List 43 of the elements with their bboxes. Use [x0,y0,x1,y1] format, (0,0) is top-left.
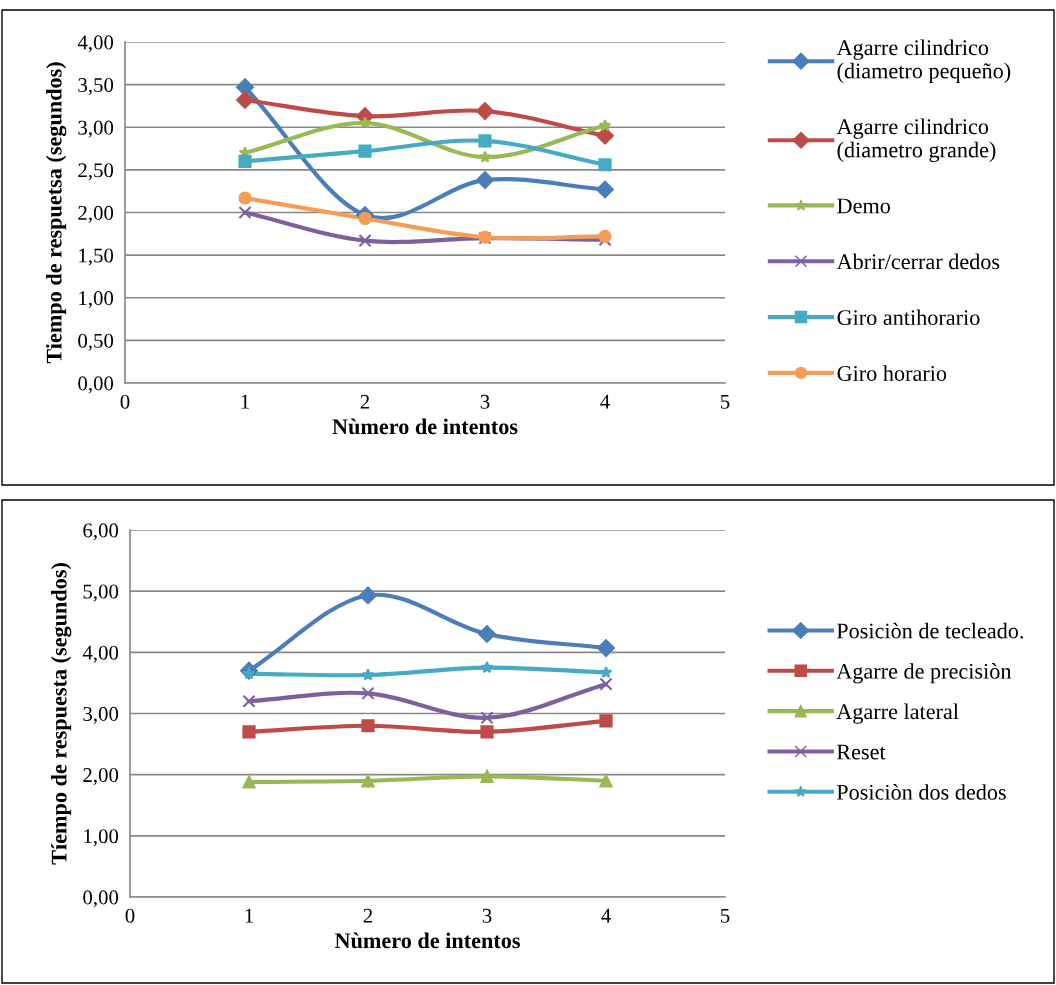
y-tick-label: 0,00 [83,890,119,908]
x-tick-label: 1 [245,908,253,923]
y-tick-label: 2,00 [78,205,114,223]
x-tick-label: 5 [721,394,730,409]
x-tick-label: 0 [125,908,135,923]
y-tick-label: 0,00 [78,376,114,394]
legend-label: Agarre cilindrico (diametro grande) [836,118,996,163]
legend-label: Agarre lateral [836,703,959,724]
y-tick-label: 1,00 [84,829,119,847]
x-tick-label: 0 [120,394,130,409]
y-tick-label: 4,00 [77,35,114,53]
legend-label: Demo [837,198,891,214]
x-tick-label: 2 [360,394,370,409]
legend-label: Posiciòn de tecleado. [836,622,1024,639]
y-axis-title: Tiempo de respuetsa (segundos) [45,62,67,364]
y-tick-label: 3,00 [83,706,119,724]
y-tick-label: 6,00 [83,523,119,541]
legend-label: Giro antihorario [837,309,980,326]
x-tick-label: 4 [600,394,610,409]
legend-label: Posiciòn dos dedos [836,784,1006,800]
x-tick-label: 1 [241,394,249,409]
legend-label: Agarre de precisiòn [836,663,1012,684]
y-tick-label: 2,50 [78,163,114,181]
legend-label: Abrir/cerrar dedos [836,253,1000,270]
legend-label: Agarre cilindrico (diametro pequeño) [836,39,1011,83]
x-tick-label: 2 [363,908,373,923]
x-tick-label: 4 [601,908,611,923]
y-tick-label: 3,00 [78,120,114,138]
y-tick-label: 2,00 [83,768,119,786]
y-tick-label: 5,00 [83,584,119,602]
y-axis-title: Tíempo de respuesta (segundos) [50,563,72,865]
legend-label: Reset [836,744,886,760]
y-tick-label: 3,50 [78,78,114,96]
legend-label: Giro horario [837,365,947,381]
x-tick-label: 5 [721,908,730,923]
y-tick-label: 1,00 [79,291,114,309]
y-tick-label: 1,50 [79,248,114,266]
y-tick-label: 0,50 [78,333,114,351]
x-axis-title: Nùmero de intentos [334,932,520,949]
x-tick-label: 3 [482,908,492,923]
x-axis-title: Nùmero de intentos [332,418,518,435]
x-tick-label: 3 [480,394,490,409]
y-tick-label: 4,00 [82,645,119,663]
